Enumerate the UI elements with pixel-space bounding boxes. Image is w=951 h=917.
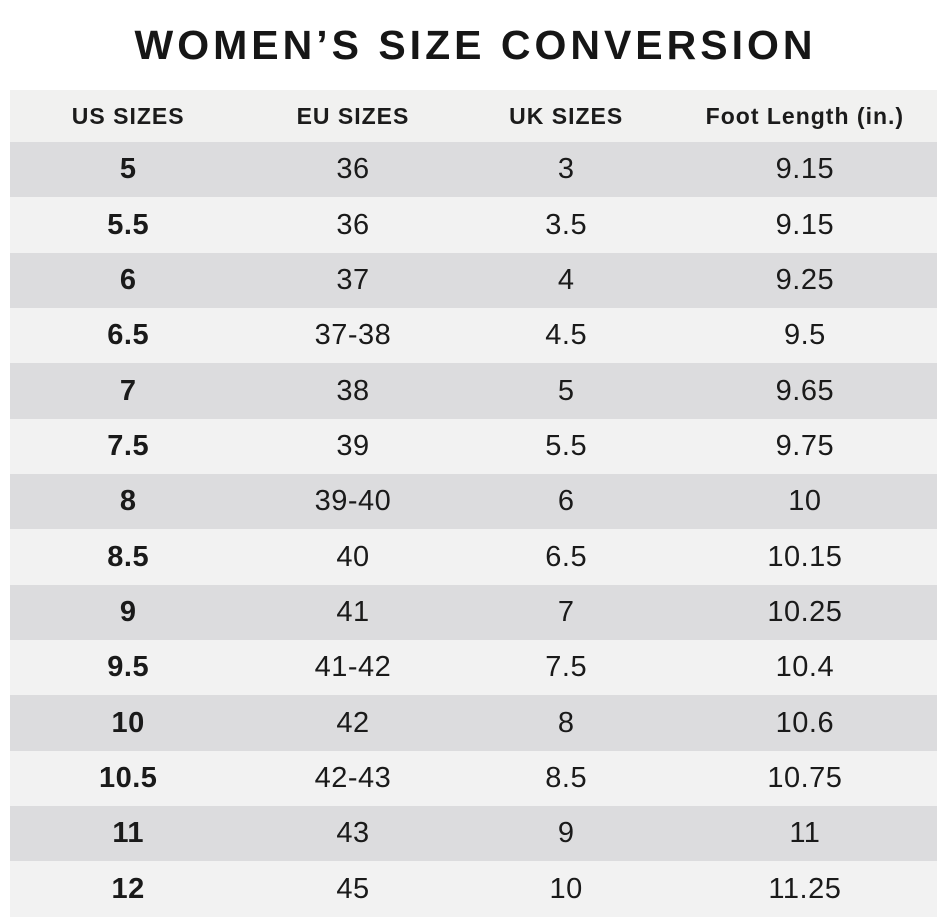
table-row: 12 45 10 11.25 [10,861,937,917]
table-cell: 10 [111,706,145,739]
table-cell: 6 [119,263,137,296]
column-header-us-sizes: US SIZES [71,102,185,129]
column-header-uk-sizes: UK SIZES [509,102,624,129]
table-cell: 7.5 [545,651,588,684]
table-cell: 5 [557,374,575,407]
table-cell: 37-38 [314,319,392,352]
table-cell: 6.5 [545,540,588,573]
table-cell: 10.25 [767,595,843,628]
table-cell: 9.5 [107,651,150,684]
table-cell: 10.6 [775,706,835,739]
table-row: 11 43 9 11 [10,806,937,862]
table-cell: 11 [789,817,821,850]
table-cell: 8 [119,485,137,518]
table-cell: 10.15 [767,540,843,573]
table-cell: 10.5 [98,761,158,794]
table-header-row: US SIZES EU SIZES UK SIZES Foot Length (… [10,90,937,142]
size-conversion-table: US SIZES EU SIZES UK SIZES Foot Length (… [10,90,937,917]
table-cell: 5.5 [107,208,150,241]
table-cell: 8.5 [107,540,150,573]
table-row: 8 39-40 6 10 [10,474,937,530]
table-row: 9.5 41-42 7.5 10.4 [10,640,937,696]
table-cell: 4.5 [545,319,588,352]
table-cell: 9 [119,595,137,628]
table-row: 5 36 3 9.15 [10,142,937,198]
table-cell: 6 [557,485,575,518]
table-cell: 9.25 [775,263,835,296]
table-cell: 10 [788,485,822,518]
table-cell: 39-40 [314,485,392,518]
table-cell: 9 [557,817,575,850]
table-cell: 42-43 [314,761,392,794]
table-cell: 7 [119,374,137,407]
table-cell: 10 [549,872,583,905]
table-cell: 38 [336,374,370,407]
table-cell: 11 [112,817,145,850]
table-row: 8.5 40 6.5 10.15 [10,529,937,585]
table-cell: 9.65 [775,374,835,407]
table-cell: 39 [336,429,370,462]
table-cell: 5.5 [545,429,588,462]
table-cell: 37 [336,263,370,296]
table-row: 6.5 37-38 4.5 9.5 [10,308,937,364]
table-cell: 36 [336,153,370,186]
table-cell: 43 [336,817,370,850]
table-cell: 5 [119,153,137,186]
title-band: WOMEN’S SIZE CONVERSION [0,0,951,90]
table-cell: 7.5 [107,429,150,462]
table-row: 10 42 8 10.6 [10,695,937,751]
table-cell: 41 [336,595,370,628]
column-header-foot-length: Foot Length (in.) [705,102,905,129]
table-cell: 8 [557,706,575,739]
table-cell: 3 [557,153,575,186]
table-cell: 8.5 [545,761,588,794]
table-row: 5.5 36 3.5 9.15 [10,197,937,253]
table-cell: 6.5 [107,319,150,352]
table-cell: 36 [336,208,370,241]
table-row: 7.5 39 5.5 9.75 [10,418,937,475]
table-cell: 3.5 [545,208,588,241]
table-cell: 9.5 [783,319,826,352]
table-cell: 9.15 [775,208,835,241]
table-cell: 45 [336,872,370,905]
table-cell: 10.4 [775,651,835,684]
table-cell: 9.75 [775,429,835,462]
table-cell: 12 [111,872,145,905]
page-title: WOMEN’S SIZE CONVERSION [134,21,817,68]
table-cell: 10.75 [767,761,843,794]
table-cell: 40 [336,540,370,573]
table-cell: 42 [336,706,370,739]
table-row: 6 37 4 9.25 [10,252,937,309]
table-cell: 41-42 [314,651,392,684]
table-cell: 4 [557,263,575,296]
table-cell: 11.25 [768,872,842,905]
table-row: 10.5 42-43 8.5 10.75 [10,750,937,807]
table-row: 9 41 7 10.25 [10,584,937,641]
table-row: 7 38 5 9.65 [10,363,937,419]
table-cell: 9.15 [775,153,835,186]
table-body: 5 36 3 9.15 5.5 36 3.5 9.15 6 37 4 9.25 6.5 37-38 4.5 9… [10,142,937,917]
column-header-eu-sizes: EU SIZES [296,102,410,129]
table-cell: 7 [557,595,575,628]
